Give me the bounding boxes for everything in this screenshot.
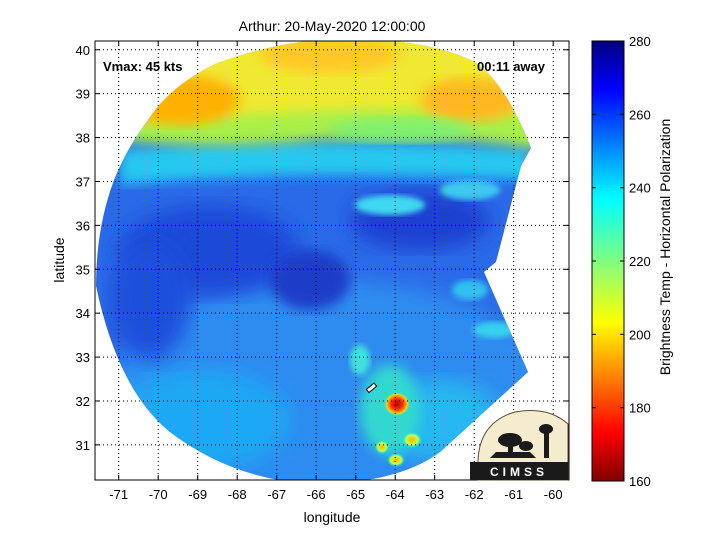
colorbar-tick-label: 160	[629, 474, 651, 489]
map-grid	[95, 41, 569, 480]
y-tick-label: 32	[76, 394, 90, 409]
colorbar-tick-label: 180	[629, 401, 651, 416]
microwave-swath	[96, 41, 531, 480]
x-tick-label: -63	[425, 487, 444, 502]
y-tick-label: 34	[76, 306, 90, 321]
colorbar-label: Brightness Temp - Horizontal Polarizatio…	[657, 119, 673, 376]
colorbar-ticks: 160 180 200 220 240 260 280	[592, 34, 651, 489]
y-tick-label: 37	[76, 174, 90, 189]
x-tick-label: -66	[307, 487, 326, 502]
y-tick-label: 39	[76, 87, 90, 102]
colorbar	[591, 40, 625, 482]
x-tick-label: -65	[346, 487, 365, 502]
colorbar-tick-label: 220	[629, 254, 651, 269]
x-tick-label: -71	[109, 487, 128, 502]
x-tick-label: -64	[386, 487, 405, 502]
colorbar-tick-label: 240	[629, 181, 651, 196]
y-tick-label: 36	[76, 218, 90, 233]
y-axis-label: latitude	[51, 237, 67, 282]
colorbar-tick-label: 200	[629, 327, 651, 342]
y-axis: 31 32 33 34 35 36 37 38 39 40	[76, 43, 569, 453]
y-tick-label: 40	[76, 43, 90, 58]
x-tick-label: -61	[504, 487, 523, 502]
map-title: Arthur: 20-May-2020 12:00:00	[239, 18, 426, 34]
x-axis: -71 -70 -69 -68 -67 -66 -65 -64 -63 -62 -61 -60	[109, 41, 563, 502]
cimss-logo-text: CIMSS	[490, 465, 548, 479]
y-tick-label: 35	[76, 262, 90, 277]
cimss-logo-icon: CIMSS	[470, 410, 569, 481]
time-away-label: 00:11 away	[477, 59, 546, 74]
storm-center-marker	[365, 382, 378, 394]
x-tick-label: -62	[465, 487, 484, 502]
colorbar-tick-label: 280	[629, 34, 651, 49]
x-axis-label: longitude	[304, 509, 361, 525]
y-tick-label: 38	[76, 131, 90, 146]
x-tick-label: -60	[544, 487, 563, 502]
colorbar-tick-label: 260	[629, 107, 651, 122]
x-tick-label: -68	[228, 487, 247, 502]
y-tick-label: 33	[76, 350, 90, 365]
vmax-label: Vmax: 45 kts	[103, 59, 183, 74]
x-tick-label: -69	[188, 487, 207, 502]
x-tick-label: -70	[149, 487, 168, 502]
x-tick-label: -67	[267, 487, 286, 502]
plot-frame	[94, 40, 570, 481]
y-tick-label: 31	[76, 438, 90, 453]
